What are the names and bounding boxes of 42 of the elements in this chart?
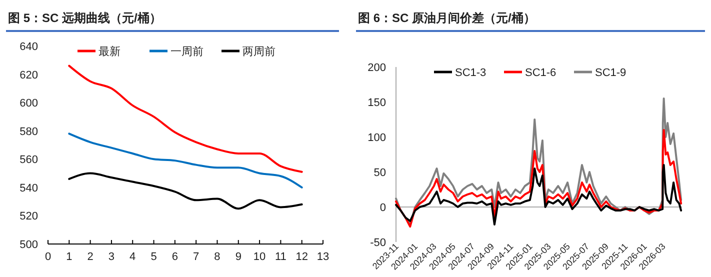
x-tick-label: 7 [193, 251, 200, 263]
y-tick-label: 50 [374, 167, 386, 179]
chart-title: 图 5：SC 远期曲线（元/桶） [8, 11, 162, 25]
y-tick-label: -50 [370, 237, 386, 249]
x-tick-label: 1 [66, 251, 72, 263]
chart-title: 图 6：SC 原油月间价差（元/桶） [358, 11, 536, 25]
y-tick-label: 0 [380, 202, 386, 214]
x-tick-label: 8 [214, 251, 220, 263]
legend-label: 两周前 [242, 46, 276, 58]
y-tick-label: 100 [368, 132, 386, 144]
x-tick-label: 12 [296, 251, 308, 263]
x-tick-label: 11 [274, 251, 286, 263]
legend-label: SC1-3 [455, 67, 486, 79]
y-tick-label: 580 [20, 126, 38, 138]
line-series [68, 64, 303, 173]
x-tick-label: 4 [130, 251, 136, 263]
x-tick-label: 5 [150, 251, 157, 263]
line-series [395, 98, 682, 226]
line-series [395, 129, 682, 228]
legend-label: SC1-6 [525, 67, 556, 79]
x-tick-label: 6 [172, 251, 178, 263]
x-tick-label: 2 [87, 251, 94, 263]
y-tick-label: 620 [20, 69, 38, 82]
y-tick-label: 520 [20, 210, 38, 223]
line-series [68, 172, 303, 210]
y-tick-label: 640 [20, 41, 38, 53]
y-tick-label: 600 [20, 98, 38, 110]
legend-label: 最新 [98, 45, 120, 58]
y-tick-label: 200 [368, 62, 386, 74]
x-tick-label: 3 [108, 251, 115, 263]
legend-label: SC1-9 [595, 67, 626, 79]
x-tick-label: 9 [235, 251, 242, 263]
x-tick-label: 13 [316, 251, 330, 263]
y-tick-label: 150 [368, 97, 386, 109]
y-tick-label: 560 [20, 154, 38, 166]
x-tick-label: 0 [44, 251, 52, 263]
y-tick-label: 500 [20, 239, 38, 251]
line-series [68, 132, 303, 188]
y-tick-label: 540 [20, 182, 38, 194]
x-tick-label: 10 [253, 251, 266, 263]
legend-label: 一周前 [170, 46, 204, 58]
line-series [395, 164, 682, 226]
